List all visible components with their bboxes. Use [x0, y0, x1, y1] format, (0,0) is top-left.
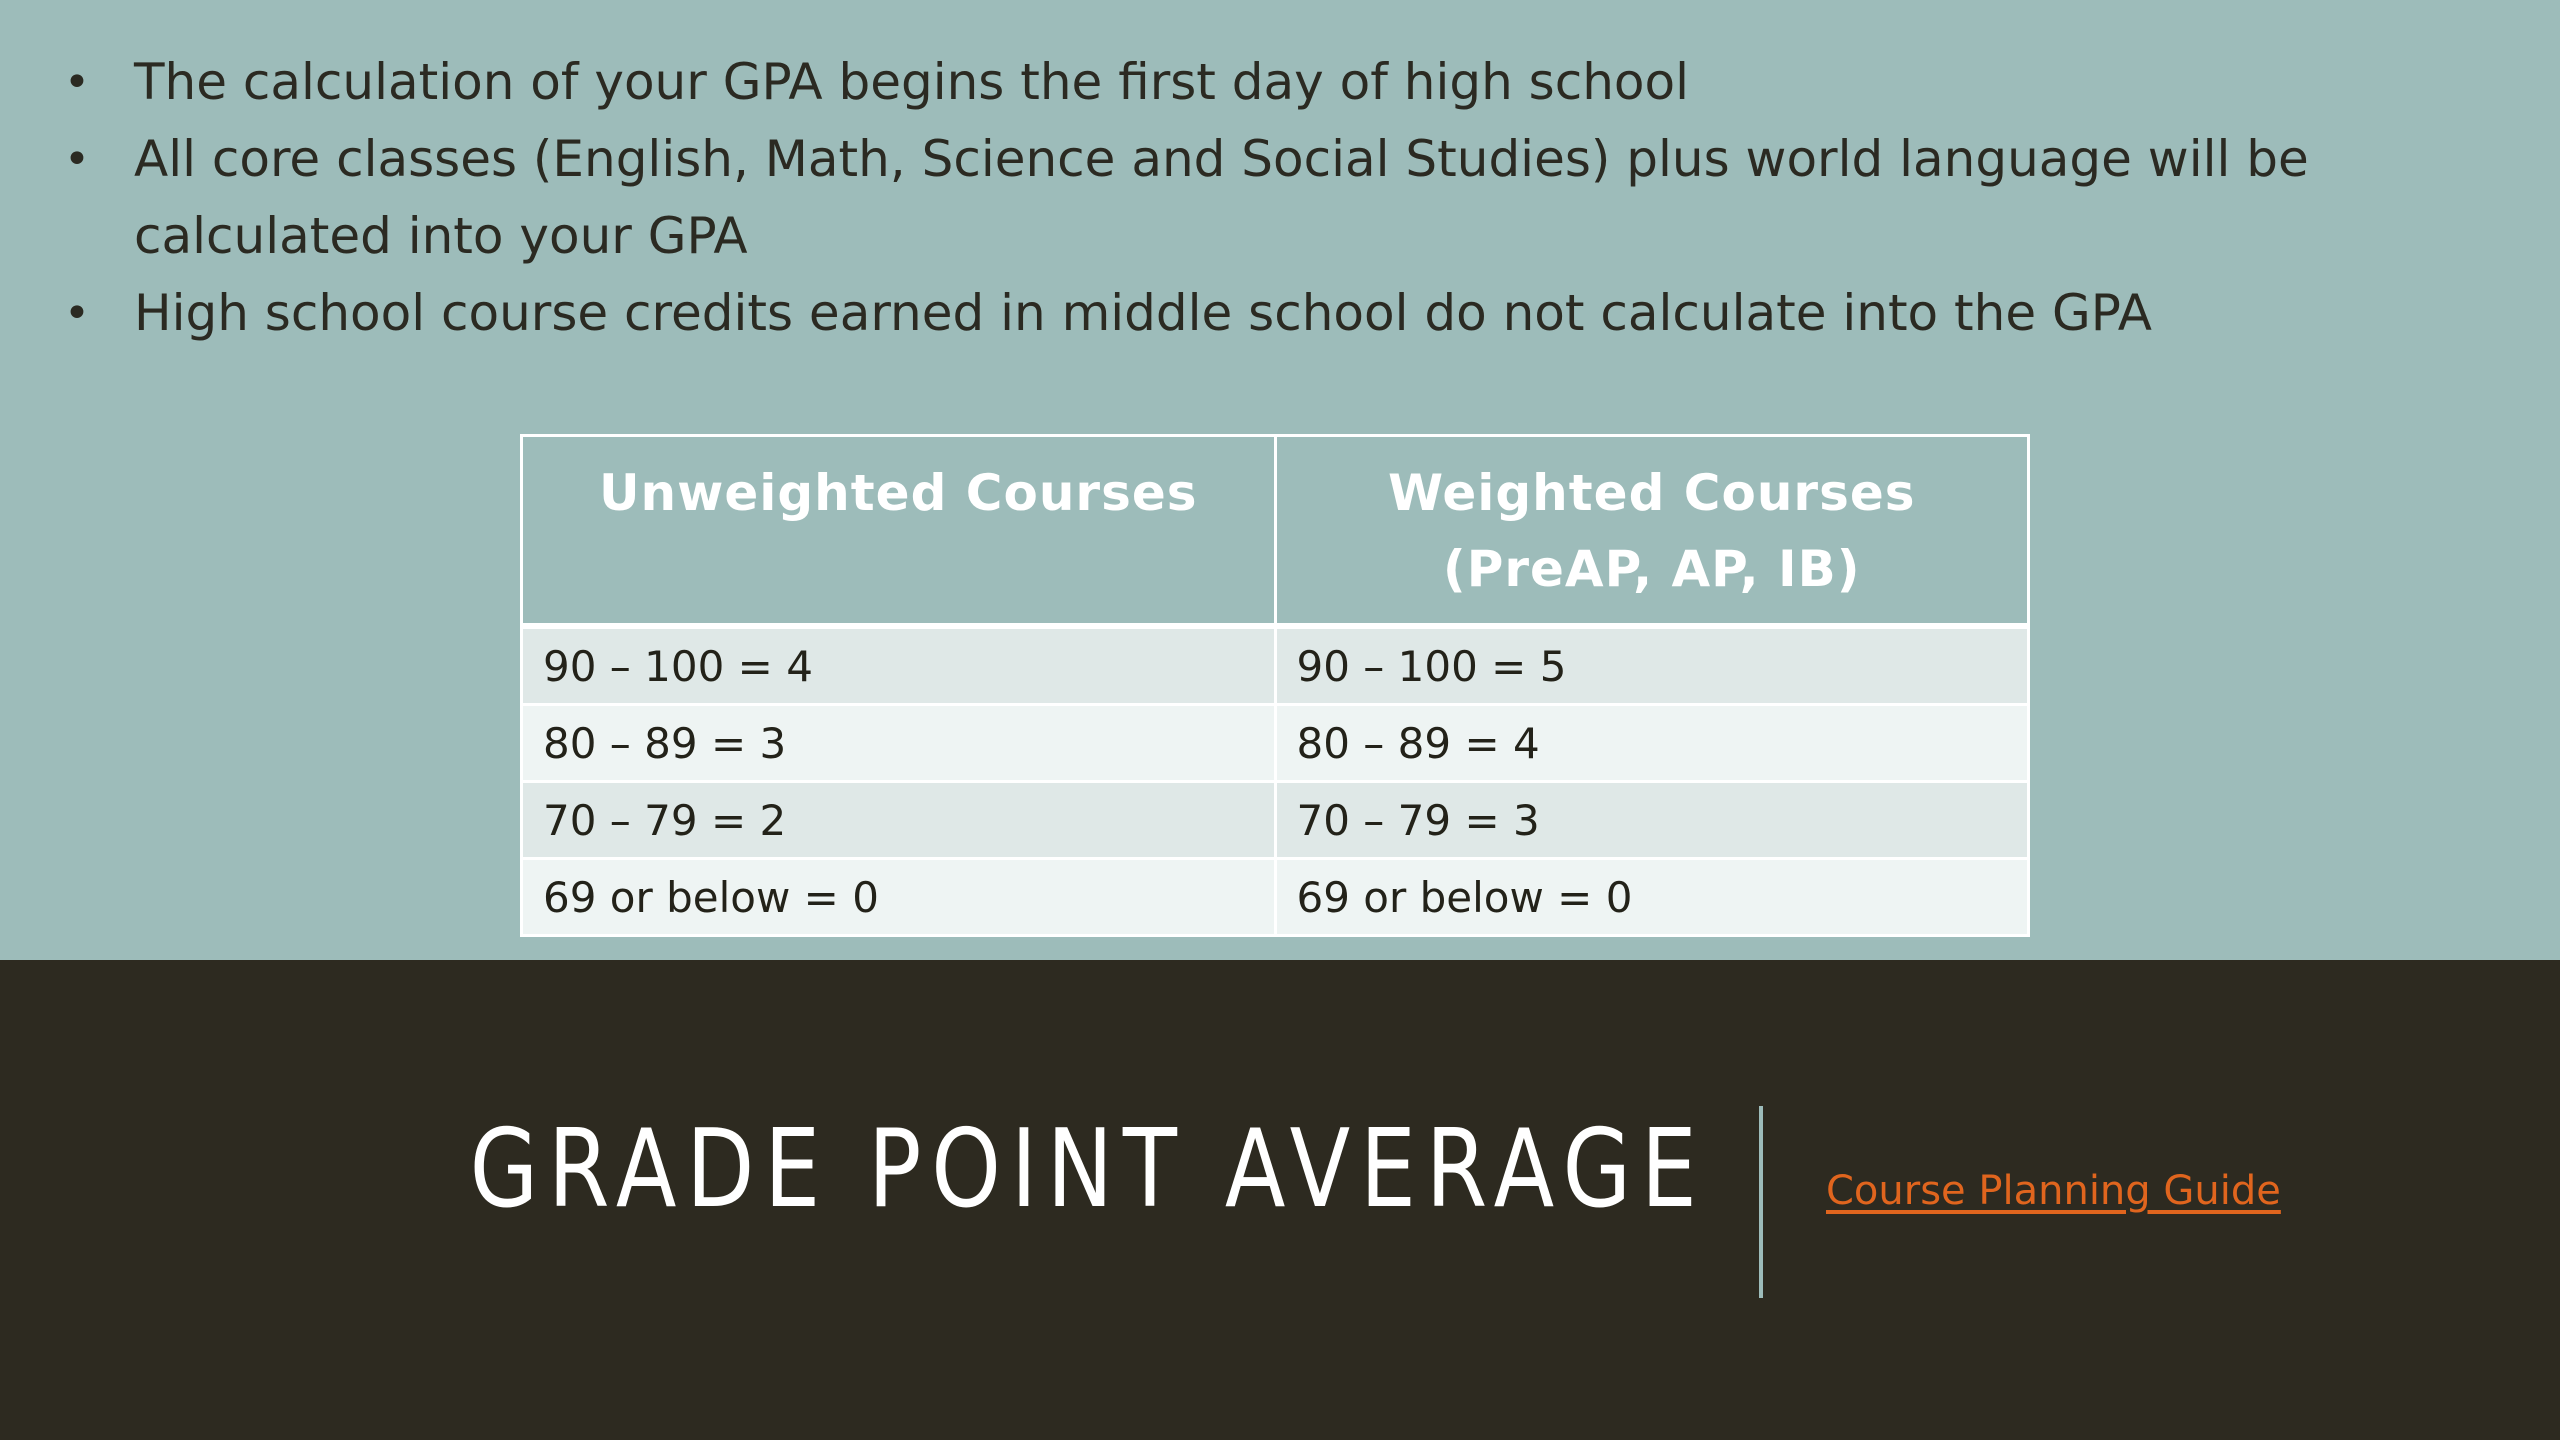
title-divider — [1759, 1106, 1763, 1298]
table-cell: 70 – 79 = 2 — [520, 781, 1277, 860]
table-cell: 90 – 100 = 4 — [520, 626, 1277, 706]
table-cell: 70 – 79 = 3 — [1273, 781, 2030, 860]
table-row: 69 or below = 0 69 or below = 0 — [520, 858, 2030, 937]
slide-title: GRADE POINT AVERAGE — [469, 1107, 1707, 1232]
bullet-text: High school course credits earned in mid… — [134, 284, 2152, 342]
bullet-dot-icon: • — [64, 288, 90, 339]
bullet-text: All core classes (English, Math, Science… — [134, 130, 2309, 265]
bullet-item: • High school course credits earned in m… — [60, 275, 2460, 352]
table-cell: 80 – 89 = 4 — [1273, 704, 2030, 783]
header-weighted-courses: Weighted Courses (PreAP, AP, IB) — [1273, 434, 2030, 629]
bullet-text: The calculation of your GPA begins the f… — [134, 53, 1689, 111]
table-row: 80 – 89 = 3 80 – 89 = 4 — [520, 704, 2030, 783]
bullet-item: • The calculation of your GPA begins the… — [60, 44, 2460, 121]
slide-content-area: • The calculation of your GPA begins the… — [60, 44, 2460, 937]
bullet-dot-icon: • — [64, 57, 90, 108]
bullet-dot-icon: • — [64, 134, 90, 185]
bullet-item: • All core classes (English, Math, Scien… — [60, 121, 2460, 275]
gpa-table: Unweighted Courses Weighted Courses (Pre… — [520, 434, 2030, 937]
table-row: 70 – 79 = 2 70 – 79 = 3 — [520, 781, 2030, 860]
header-unweighted-courses: Unweighted Courses — [520, 434, 1277, 629]
title-bar: GRADE POINT AVERAGE Course Planning Guid… — [0, 960, 2560, 1440]
table-row: 90 – 100 = 4 90 – 100 = 5 — [520, 626, 2030, 706]
table-cell: 69 or below = 0 — [1273, 858, 2030, 937]
table-cell: 80 – 89 = 3 — [520, 704, 1277, 783]
table-header-row: Unweighted Courses Weighted Courses (Pre… — [520, 434, 2030, 629]
bullet-list: • The calculation of your GPA begins the… — [60, 44, 2460, 352]
table-cell: 90 – 100 = 5 — [1273, 626, 2030, 706]
table-cell: 69 or below = 0 — [520, 858, 1277, 937]
course-planning-guide-link[interactable]: Course Planning Guide — [1826, 1168, 2281, 1214]
